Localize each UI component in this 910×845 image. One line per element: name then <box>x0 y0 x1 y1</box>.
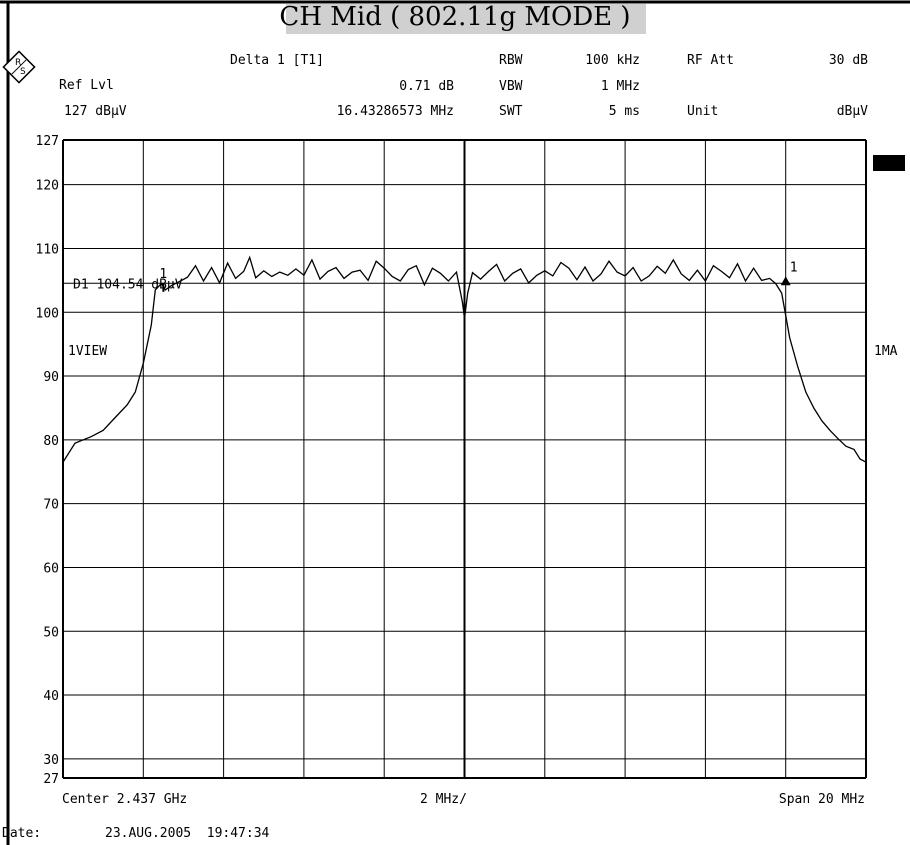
svg-text:R: R <box>15 58 21 68</box>
date-value: 23.AUG.2005 19:47:34 <box>105 826 270 841</box>
display-line-label: D1 104.54 dBµV <box>73 277 183 292</box>
trace-mode-label: 1MA <box>874 344 898 359</box>
rf-att-label: RF Att <box>687 53 734 68</box>
span-value: Span 20 MHz <box>778 792 865 807</box>
unit-label: Unit <box>687 104 719 119</box>
delta-level: 0.71 dB <box>399 79 454 94</box>
y-tick-label: 30 <box>43 753 59 768</box>
rohde-schwarz-logo: R S <box>2 50 36 84</box>
page-title: CH Mid ( 802.11g MODE ) <box>279 2 631 32</box>
delta-label: Delta 1 [T1] <box>230 53 324 68</box>
rbw-value: 100 kHz <box>585 53 640 68</box>
y-tick-label: 100 <box>36 306 59 321</box>
y-tick-label: 50 <box>43 625 59 640</box>
ref-level-label: Ref Lvl <box>59 78 114 93</box>
title-highlight <box>286 4 646 34</box>
marker-2-label: 1 <box>790 260 798 275</box>
view-label: 1VIEW <box>68 344 108 359</box>
marker-1-label: 1 <box>159 267 167 282</box>
y-tick-label: 27 <box>43 772 59 787</box>
rbw-label: RBW <box>499 53 523 68</box>
svg-text:S: S <box>20 67 26 77</box>
chart-grid: 127 120 110 100 90 80 70 60 50 40 30 27 <box>36 134 867 787</box>
spectrum-trace <box>62 255 867 463</box>
rf-att-value: 30 dB <box>828 53 868 68</box>
y-tick-label: 110 <box>36 242 59 257</box>
vbw-value: 1 MHz <box>600 79 640 94</box>
y-tick-label: 60 <box>43 561 59 576</box>
y-tick-label: 70 <box>43 498 59 513</box>
delta-frequency: 16.43286573 MHz <box>336 104 454 119</box>
ref-level-value: 127 dBµV <box>64 104 127 119</box>
date-label: Date: <box>2 826 42 841</box>
y-tick-label: 90 <box>43 370 59 385</box>
y-tick-label: 40 <box>43 689 59 704</box>
y-tick-label: 120 <box>36 179 59 194</box>
level-indicator-block <box>873 155 905 171</box>
vbw-label: VBW <box>499 79 523 94</box>
y-tick-label: 127 <box>36 134 59 149</box>
center-frequency: Center 2.437 GHz <box>62 792 188 807</box>
y-tick-label: 80 <box>43 434 59 449</box>
swt-value: 5 ms <box>608 104 640 119</box>
delta-marker-triangle <box>780 276 791 286</box>
per-division: 2 MHz/ <box>420 792 467 807</box>
swt-label: SWT <box>499 104 523 119</box>
unit-value: dBµV <box>836 104 868 119</box>
